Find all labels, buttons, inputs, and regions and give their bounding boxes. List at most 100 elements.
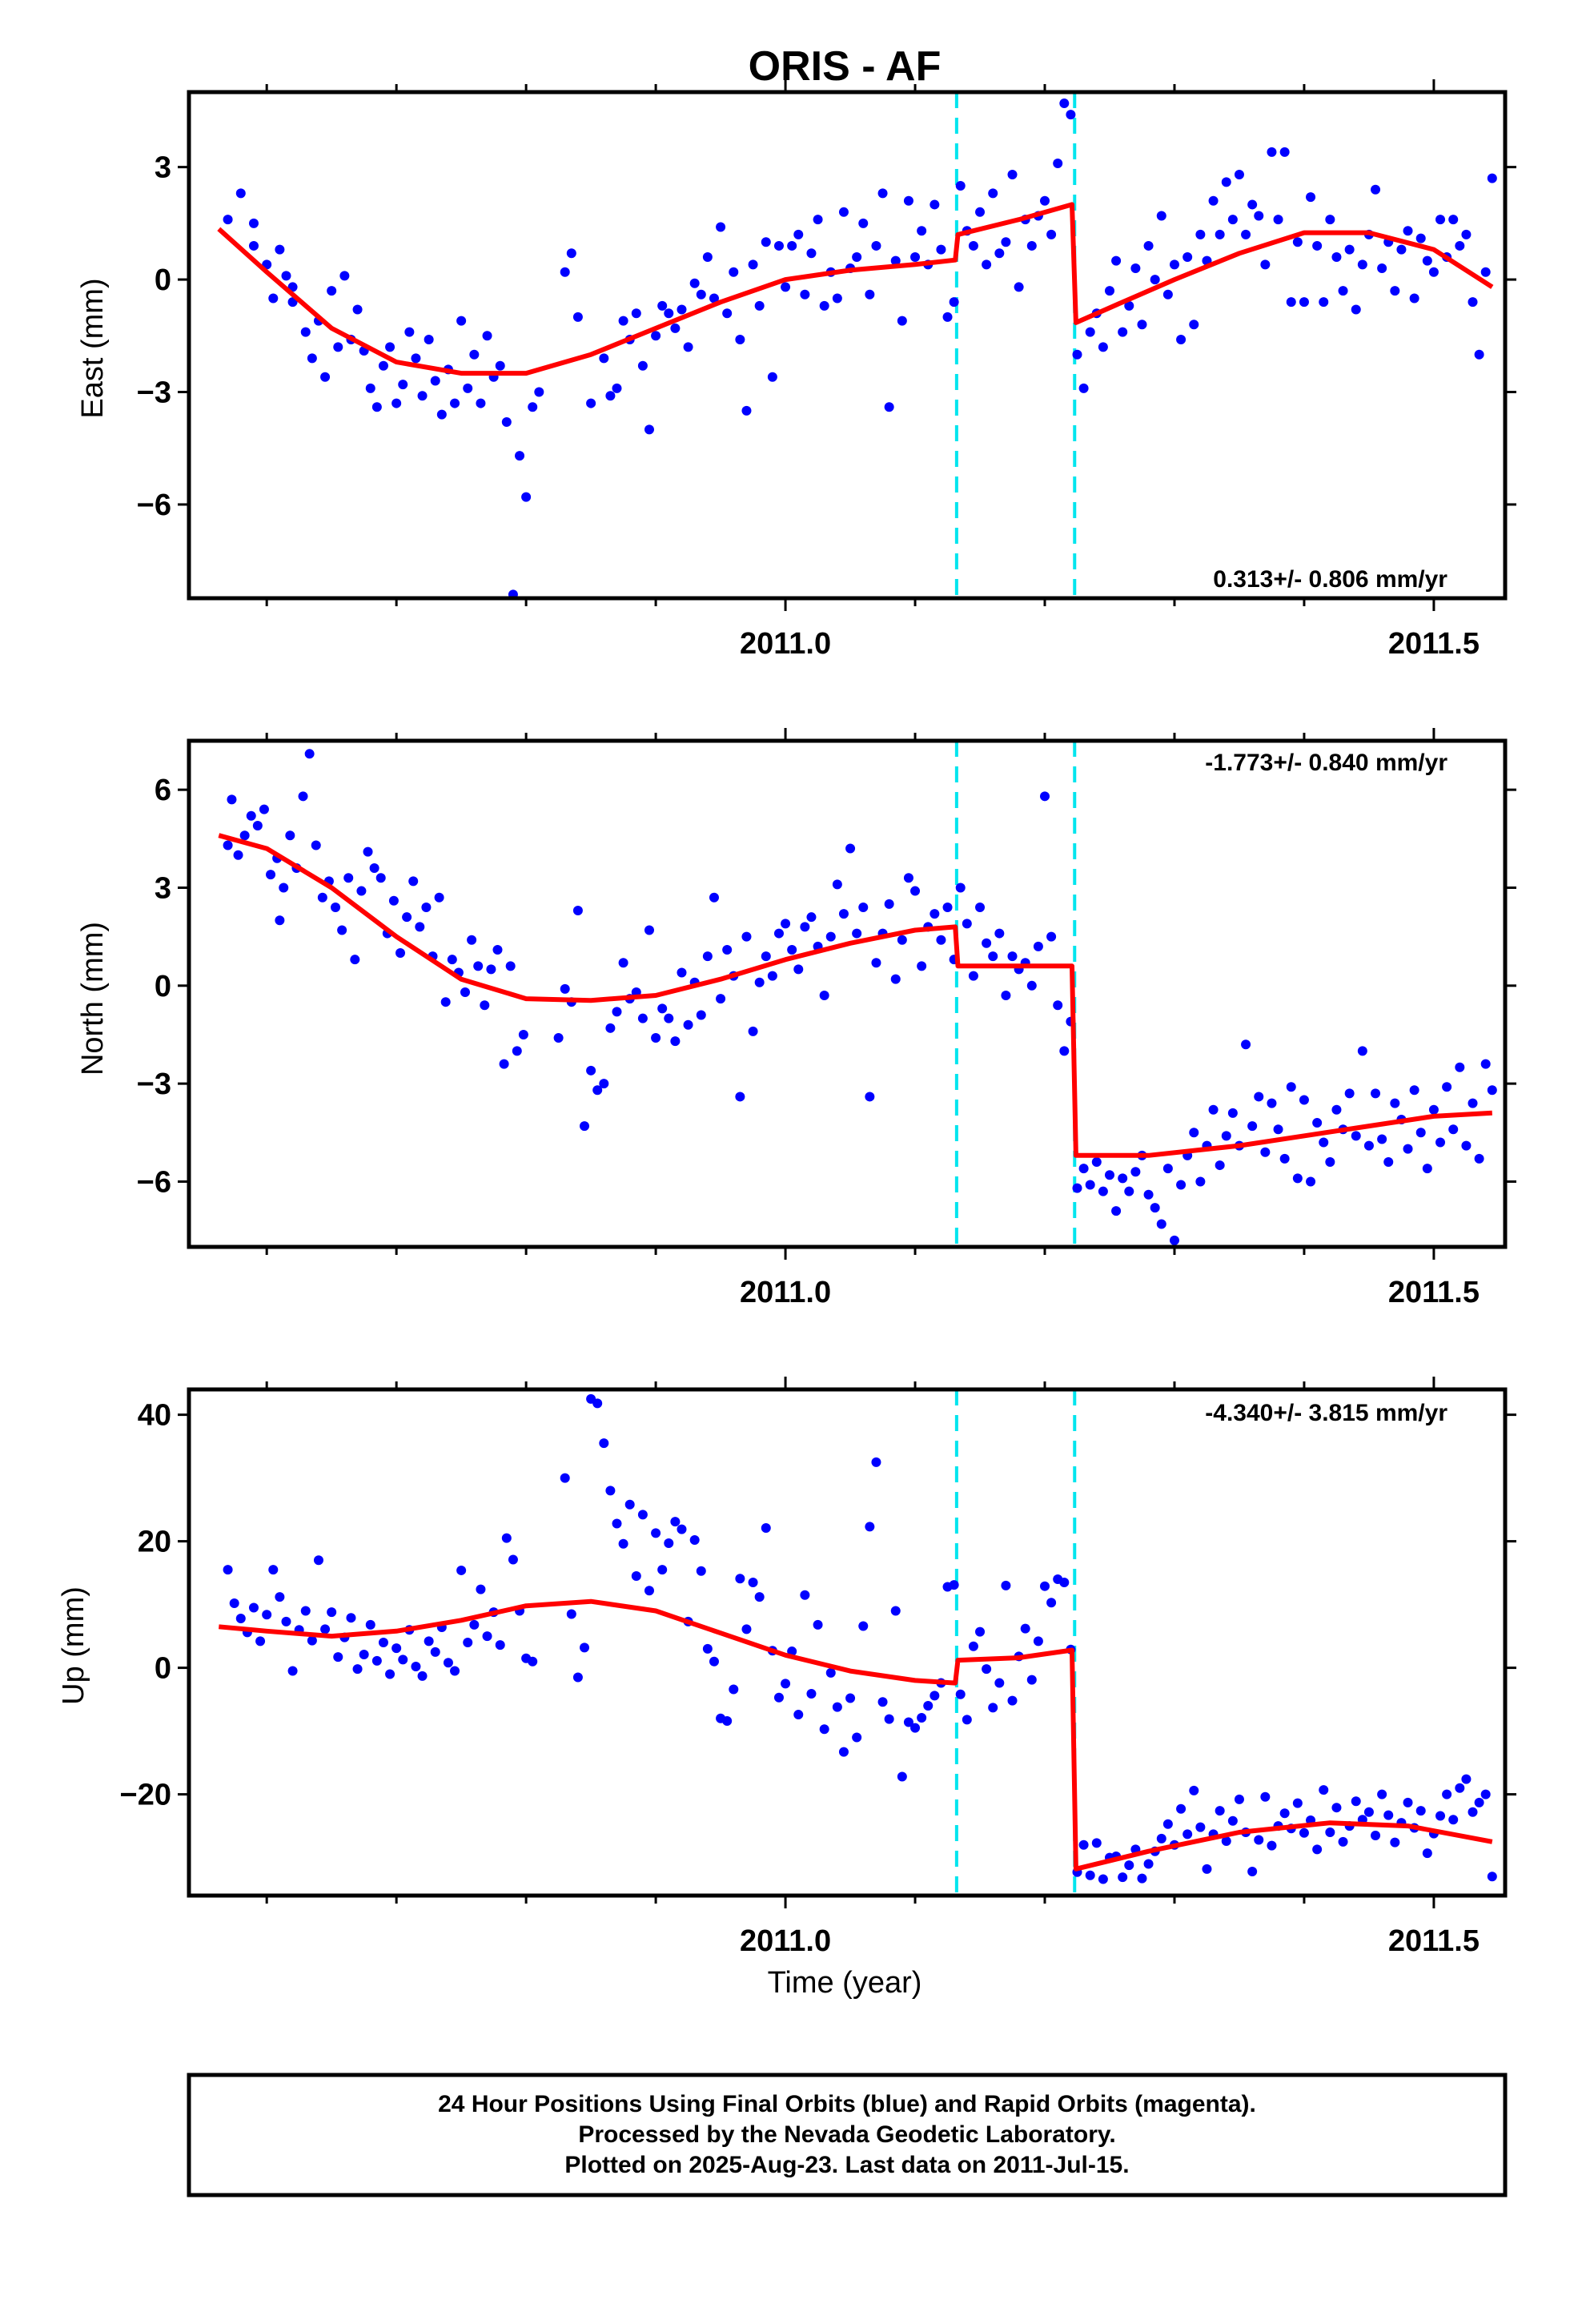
east-data-point bbox=[1371, 184, 1381, 195]
up-data-point bbox=[651, 1528, 661, 1538]
up-data-point bbox=[1176, 1803, 1186, 1814]
north-data-point bbox=[447, 955, 457, 965]
up-data-point bbox=[657, 1565, 668, 1575]
up-data-point bbox=[806, 1688, 817, 1699]
north-data-point bbox=[1357, 1046, 1367, 1056]
up-data-point bbox=[476, 1584, 486, 1594]
up-data-point bbox=[975, 1626, 986, 1637]
north-fit-line bbox=[218, 833, 1492, 1158]
east-data-point bbox=[469, 349, 480, 360]
east-data-point bbox=[1221, 177, 1231, 187]
east-data-point bbox=[877, 188, 888, 199]
up-data-point bbox=[1448, 1815, 1459, 1825]
east-data-point bbox=[1487, 173, 1497, 183]
up-data-point bbox=[1227, 1815, 1238, 1826]
north-x-tick-label: 2011.0 bbox=[740, 1276, 831, 1309]
north-data-point bbox=[852, 928, 862, 939]
east-data-point bbox=[1007, 169, 1018, 179]
north-data-point bbox=[832, 879, 842, 890]
north-data-point bbox=[252, 821, 263, 831]
east-data-point bbox=[352, 304, 363, 315]
up-data-point bbox=[1189, 1785, 1199, 1795]
north-data-point bbox=[962, 919, 972, 929]
north-panel: North (mm) -1.773+/- 0.840 mm/yr 6 3 0 −3 −6… bbox=[76, 728, 1516, 1309]
up-data-point bbox=[1040, 1581, 1050, 1591]
north-frame bbox=[187, 738, 1508, 1249]
east-data-point bbox=[1409, 293, 1419, 304]
north-data-point bbox=[1104, 1170, 1114, 1180]
footer-line-2: Processed by the Nevada Geodetic Laborat… bbox=[578, 2121, 1115, 2148]
north-data-point bbox=[560, 983, 570, 994]
east-data-point bbox=[378, 360, 388, 371]
east-data-point bbox=[683, 342, 693, 352]
east-data-point bbox=[1227, 215, 1238, 225]
north-data-point bbox=[1098, 1186, 1108, 1196]
east-data-point bbox=[1241, 229, 1251, 239]
east-data-point bbox=[1143, 240, 1154, 251]
up-fit-line bbox=[219, 1598, 1493, 1872]
east-data-point bbox=[572, 312, 583, 322]
up-data-point bbox=[1312, 1844, 1323, 1855]
up-data-point bbox=[858, 1621, 869, 1631]
north-data-point bbox=[1403, 1144, 1413, 1154]
north-data-point bbox=[696, 1010, 706, 1020]
north-data-point bbox=[930, 909, 940, 919]
north-data-point bbox=[356, 886, 367, 896]
up-data-point bbox=[391, 1643, 402, 1654]
east-data-point bbox=[1344, 244, 1355, 255]
north-data-point bbox=[910, 886, 921, 896]
up-data-point bbox=[605, 1486, 616, 1496]
north-data-point bbox=[722, 944, 733, 955]
east-data-point bbox=[994, 248, 1005, 259]
north-data-point bbox=[460, 987, 470, 997]
north-data-point bbox=[369, 863, 379, 874]
north-data-point bbox=[408, 876, 419, 887]
up-data-point bbox=[495, 1640, 505, 1651]
east-data-point bbox=[903, 195, 913, 206]
up-data-point bbox=[1435, 1811, 1446, 1821]
east-data-point bbox=[495, 360, 505, 371]
up-data-point bbox=[1046, 1598, 1057, 1608]
footer-line-1: 24 Hour Positions Using Final Orbits (bl… bbox=[438, 2091, 1256, 2117]
north-data-point bbox=[396, 948, 406, 959]
east-data-point bbox=[417, 391, 428, 401]
north-y-tick-label: 3 bbox=[155, 871, 171, 905]
east-data-point bbox=[729, 267, 739, 277]
east-data-point bbox=[949, 297, 959, 308]
up-frame bbox=[187, 1387, 1508, 1898]
east-y-tick-label: 3 bbox=[155, 151, 171, 185]
north-data-point bbox=[1085, 1180, 1095, 1190]
north-data-point bbox=[1422, 1164, 1432, 1174]
north-data-point bbox=[670, 1036, 681, 1047]
up-data-point bbox=[424, 1636, 434, 1647]
up-data-point bbox=[300, 1606, 311, 1616]
north-data-point bbox=[605, 1023, 616, 1033]
north-data-point bbox=[1286, 1082, 1296, 1092]
north-data-point bbox=[1273, 1124, 1283, 1135]
east-data-point bbox=[982, 259, 992, 270]
up-data-point bbox=[566, 1609, 576, 1619]
north-data-point bbox=[1299, 1095, 1309, 1105]
north-data-point bbox=[1442, 1082, 1452, 1092]
up-data-point bbox=[572, 1672, 583, 1683]
east-data-point bbox=[832, 293, 842, 304]
up-data-point bbox=[398, 1655, 408, 1665]
up-data-point bbox=[1215, 1806, 1225, 1816]
east-data-point bbox=[365, 383, 375, 393]
up-data-point bbox=[1279, 1808, 1290, 1819]
north-data-point bbox=[664, 1013, 674, 1023]
east-data-point bbox=[534, 387, 544, 397]
north-data-point bbox=[1319, 1137, 1329, 1148]
north-y-tick-label: −3 bbox=[137, 1068, 171, 1101]
north-data-point bbox=[1247, 1121, 1258, 1132]
north-data-point bbox=[233, 850, 243, 860]
east-data-point bbox=[1130, 263, 1141, 274]
north-data-point bbox=[592, 1085, 603, 1096]
up-data-point bbox=[262, 1610, 272, 1620]
up-data-point bbox=[327, 1607, 337, 1618]
north-data-point bbox=[865, 1092, 875, 1102]
up-panel: Up (mm) -4.340+/- 3.815 mm/yr 40 20 0 −20 20… bbox=[57, 1377, 1516, 1958]
north-data-point bbox=[580, 1121, 590, 1132]
north-data-point bbox=[1487, 1085, 1497, 1096]
north-data-point bbox=[1267, 1098, 1277, 1108]
